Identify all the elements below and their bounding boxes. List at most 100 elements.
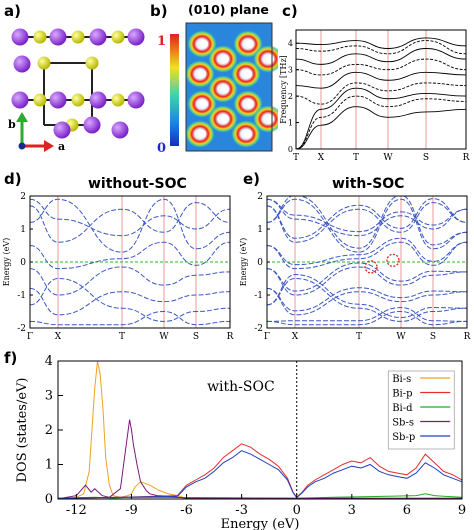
y-axis-label: DOS (states/eV) [15,378,30,483]
band [267,237,467,266]
panel-f-label: f) [4,349,18,367]
density-center [246,40,254,48]
y-axis-label: Frequency [THz] [279,55,288,124]
sb-atom [37,56,51,70]
bi-atom [13,55,31,73]
y-axis-label: Energy (eV) [2,238,11,287]
axis-a-label: a [58,140,65,153]
x-tick-label: Γ [264,332,270,342]
band [267,277,467,322]
density-center [221,85,229,93]
bi-atom [49,28,67,46]
y-tick-label: 1 [20,225,26,235]
charge-density-plot: (010) plane 1 0 [157,2,278,156]
x-tick-label: T [356,332,362,342]
band [267,310,467,326]
band [30,266,230,296]
density-center [198,130,206,138]
x-tick-label: -9 [125,503,138,518]
density-center [246,100,254,108]
band [267,196,467,249]
band [267,266,467,296]
band [267,198,467,239]
bi-atom [111,121,129,139]
bi-atom [53,121,71,139]
y-tick-label: 0 [20,258,26,268]
phonon-branch [295,37,467,49]
x-tick-label: S [423,153,429,163]
y-tick-label: 2 [288,92,293,101]
panel-b-label: b) [150,2,168,20]
panel-d-title: without-SOC [88,176,187,192]
panel-d-label: d) [4,170,22,188]
panel-b-title: (010) plane [188,2,269,17]
phonon-branch [295,106,467,150]
density-center [198,70,206,78]
legend-label: Sb-s [392,418,414,429]
dos-series-bi-p [57,443,463,499]
band-lines [30,198,230,326]
y-tick-label: 3 [45,389,53,404]
bi-atom [11,28,29,46]
dos-series-sb-p [57,450,463,499]
colorbar-max: 1 [157,34,166,49]
phonon-branch [295,87,467,150]
y-tick-label: 1 [257,225,263,235]
band [267,287,467,312]
band-crossing-circle [364,260,378,274]
phonon-branch [295,95,467,150]
y-tick-label: 4 [288,39,293,48]
y-tick-label: 0 [257,258,263,268]
phonon-branch [295,48,467,65]
density-center [244,130,252,138]
y-tick-label: -2 [17,324,26,334]
density-blobs [185,30,278,148]
band [30,277,230,322]
band [267,198,467,253]
band [267,262,467,292]
colorbar [170,34,179,146]
bi-atom [89,91,107,109]
x-tick-label: S [430,332,436,342]
sb-atom [111,93,125,107]
bi-atom [89,28,107,46]
panel-a-label: a) [4,2,21,20]
legend-label: Bi-d [392,403,413,414]
panel-d: d) without-SOC Γ X T W S R -2 -1 0 1 2 Energy (eV) [0,168,237,343]
density-center [200,100,208,108]
x-tick-label: T [353,153,359,163]
bi-atom [127,91,145,109]
y-tick-label: 2 [257,192,263,202]
band [30,198,230,253]
dos-series-sb-s [57,419,462,500]
band [267,198,467,233]
panel-b: b) (010) plane 1 0 [150,0,278,165]
x-tick-label: W [159,332,169,342]
x-tick-label: W [383,153,393,163]
band-structure-no-soc: Γ X T W S R -2 -1 0 1 2 Energy (eV) [2,192,234,342]
colorbar-min: 0 [157,141,166,156]
sb-atom [33,93,47,107]
legend-label: Sb-p [392,432,415,443]
band [267,241,467,270]
x-tick-label: -12 [66,503,87,518]
axis-b-label: b [8,118,16,131]
phonon-branch [295,40,467,55]
y-tick-label: -1 [254,291,263,301]
band-crossing-circle [386,253,400,267]
x-tick-label: 9 [458,503,466,518]
sb-atom [85,56,99,70]
dos-annotation: with-SOC [207,379,275,395]
legend-label: Bi-p [392,389,412,400]
x-tick-label: R [463,153,470,163]
band [30,198,230,237]
sb-atom [71,93,85,107]
x-tick-label: R [464,332,471,342]
x-tick-label: 3 [348,503,356,518]
legend-label: Bi-s [392,374,411,385]
x-tick-label: Γ [27,332,33,342]
y-tick-label: 2 [45,423,53,438]
density-center [221,55,229,63]
bi-atom [127,28,145,46]
